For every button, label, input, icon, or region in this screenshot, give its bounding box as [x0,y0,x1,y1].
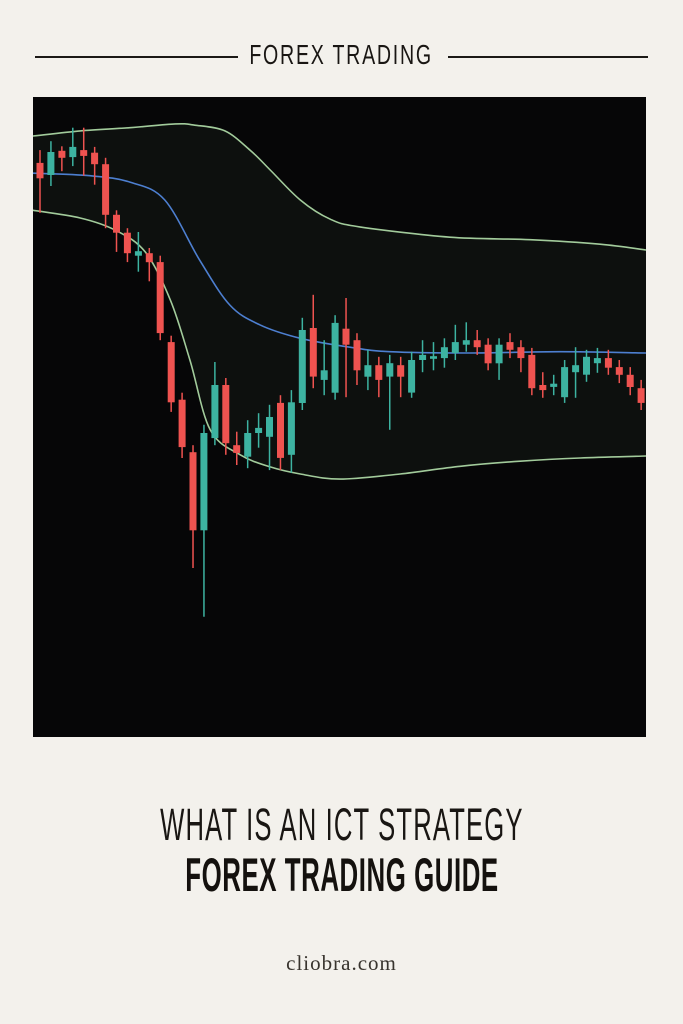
candle-body [484,344,492,364]
candle-body [430,356,437,359]
candle-body [266,417,273,437]
candle-body [440,347,448,359]
candle-body [298,330,306,403]
category-label: FOREX TRADING [249,39,434,70]
site-footer: cliobra.com [0,948,683,978]
candle-body [58,150,66,158]
candlestick-chart [33,97,646,737]
candle-body [506,342,514,350]
candle-body [397,365,405,377]
candle-body [244,433,252,457]
title-line-2: FOREX TRADING GUIDE [0,850,683,900]
candle-body [233,445,241,453]
candle-body [277,402,284,458]
candle-body [134,251,142,256]
candle-body [102,164,110,215]
candle-body [80,150,88,156]
candle-body [342,328,350,345]
site-url: cliobra.com [286,951,397,975]
candle-body [189,452,197,531]
candle-body [495,344,503,364]
bollinger-upper-band-line [33,122,646,251]
candle-body [451,342,459,353]
candle-body [561,367,569,398]
candle-body [211,385,219,439]
candle-body [353,340,361,371]
candle-body [320,370,328,380]
candle-body [419,354,427,360]
candle-body [375,365,383,380]
candle-body [222,385,230,444]
candle-body [637,388,645,403]
candle-body [145,253,153,263]
candle-body [528,354,536,389]
candle-body [386,363,394,377]
candle-body [167,342,175,403]
candle-body [593,358,601,364]
candle-body [550,383,558,387]
candle-body [91,152,99,165]
candle-body [156,262,164,334]
candle-body [309,328,317,377]
candle-body [604,358,612,368]
candle-body [539,385,547,391]
candle-body [408,360,416,393]
candle-body [123,232,131,254]
title-line-1: WHAT IS AN ICT STRATEGY [0,800,683,850]
bollinger-candlestick-svg [33,122,646,617]
candle-body [287,402,295,455]
candle-body [36,162,44,179]
candle-body [331,322,339,393]
bollinger-lower-band-line [33,209,646,480]
category-banner: FOREX TRADING [0,38,683,72]
banner-rule-right [448,56,648,58]
candle-body [69,146,77,158]
candle-body [178,399,186,448]
banner-rule-left [35,56,238,58]
title-line-1-text: WHAT IS AN ICT STRATEGY [159,799,524,850]
candle-body [364,365,372,377]
bollinger-band-fill [33,123,646,480]
candle-body [626,374,634,387]
title-line-2-text: FOREX TRADING GUIDE [184,848,499,901]
candle-body [462,340,470,345]
candle-body [255,427,263,433]
candle-body [473,340,481,348]
candle-body [572,365,580,373]
candle-body [47,152,55,175]
candle-body [615,367,623,375]
candle-body [113,214,120,233]
candle-body [583,356,590,375]
candle-body [200,433,208,531]
candle-body [517,347,525,359]
